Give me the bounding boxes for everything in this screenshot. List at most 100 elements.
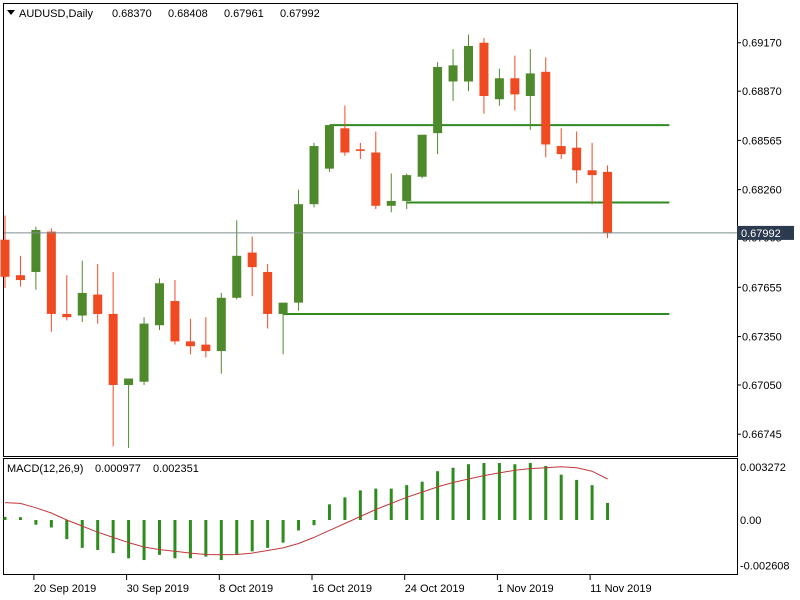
candle — [494, 68, 504, 106]
macd-bar — [590, 485, 594, 520]
candle-body-bull — [448, 65, 458, 82]
candle — [155, 278, 164, 331]
macd-bar — [204, 519, 208, 557]
candle — [294, 189, 304, 311]
candle-body-bull — [216, 297, 226, 352]
price-tick-label: 0.69170 — [742, 38, 782, 50]
candle-body-bear — [62, 313, 72, 318]
high-value: 0.68408 — [168, 8, 208, 20]
candle-body-bear — [556, 146, 566, 155]
macd-main-value: 0.000977 — [95, 463, 141, 475]
macd-bar — [80, 519, 84, 548]
candle — [278, 302, 288, 355]
candle — [15, 255, 25, 287]
macd-bar — [606, 502, 610, 520]
candle-body-bull — [494, 78, 504, 100]
current-price-marker: 0.67992 — [737, 225, 794, 240]
price-tick-label: 0.67350 — [742, 332, 782, 344]
current-price-label: 0.67992 — [741, 228, 781, 240]
candle — [124, 378, 134, 448]
macd-bar — [497, 463, 501, 520]
candle-body-bull — [525, 73, 535, 97]
candle-body-bear — [479, 42, 489, 97]
candle-body-bull — [309, 146, 319, 205]
macd-panel-frame — [3, 458, 738, 575]
macd-bar — [312, 519, 316, 526]
candle-body-bear — [263, 271, 273, 314]
price-tick-label: 0.67050 — [742, 380, 782, 392]
macd-bar — [235, 519, 239, 555]
candle — [572, 131, 582, 184]
time-tick-label: 16 Oct 2019 — [312, 583, 372, 595]
candle-body-bull — [464, 45, 473, 82]
macd-bar — [219, 519, 223, 561]
price-axis: 0.691700.688700.685650.682600.679650.676… — [737, 38, 782, 441]
candle-body-bull — [232, 255, 242, 298]
candle — [263, 263, 273, 329]
macd-bar — [575, 479, 579, 520]
price-horizontal-lines — [283, 124, 670, 315]
candle — [371, 131, 381, 210]
close-value: 0.67992 — [280, 8, 320, 20]
chart-header: AUDUSD,Daily 0.68370 0.68408 0.67961 0.6… — [7, 8, 320, 20]
macd-bar — [142, 519, 146, 561]
macd-tick-label: 0.003272 — [740, 462, 786, 474]
macd-bar — [266, 519, 270, 548]
time-tick-label: 1 Nov 2019 — [497, 583, 553, 595]
candle — [433, 62, 443, 155]
candle — [201, 317, 211, 358]
candle-body-bear — [587, 170, 597, 176]
candle — [402, 173, 412, 210]
candle-body-bull — [433, 66, 443, 134]
symbol-label: AUDUSD,Daily — [19, 8, 93, 20]
candle-body-bull — [386, 200, 396, 206]
candle — [541, 57, 551, 158]
macd-bar — [158, 519, 161, 555]
open-value: 0.68370 — [112, 8, 152, 20]
macd-bar — [111, 519, 115, 554]
macd-axis: 0.003272 0.00 -0.002608 — [740, 462, 790, 572]
candle-body-bear — [541, 71, 551, 145]
candle — [31, 226, 41, 290]
price-tick-label: 0.68565 — [742, 135, 782, 147]
candle-body-bear — [170, 301, 180, 342]
candle — [247, 236, 257, 297]
macd-bar — [49, 519, 53, 528]
macd-signal-line — [4, 466, 608, 556]
candle-body-bear — [93, 294, 103, 314]
candle-body-bull — [139, 323, 149, 382]
candle-body-bear — [0, 239, 10, 277]
price-tick-label: 0.68870 — [742, 86, 782, 98]
candle — [0, 215, 10, 289]
time-axis: 20 Sep 2019 30 Sep 2019 8 Oct 2019 16 Oct 2… — [33, 575, 652, 595]
candle — [77, 260, 87, 323]
candle — [324, 125, 334, 172]
candle — [417, 134, 427, 179]
candle — [216, 292, 226, 374]
macd-bar — [559, 474, 563, 520]
candle — [93, 263, 103, 324]
price-candles — [0, 34, 613, 448]
macd-bar — [65, 519, 69, 540]
candle — [139, 317, 149, 385]
candle — [556, 128, 566, 159]
candle-body-bear — [355, 149, 365, 151]
candle-body-bull — [124, 378, 134, 385]
macd-bar — [389, 488, 393, 520]
candle-body-bull — [155, 283, 164, 326]
candle — [587, 142, 597, 205]
macd-signal-value: 0.002351 — [153, 463, 199, 475]
candle-body-bear — [46, 231, 56, 314]
macd-bar — [467, 464, 470, 520]
macd-tick-label: 0.00 — [740, 515, 761, 527]
header-dropdown-icon[interactable] — [7, 10, 15, 15]
candle — [108, 271, 118, 447]
candle-body-bull — [278, 302, 288, 314]
macd-bar — [127, 519, 131, 559]
candle — [510, 55, 520, 111]
candle-body-bear — [371, 152, 381, 206]
macd-bar — [327, 504, 331, 520]
candle-body-bear — [510, 78, 520, 95]
candle-body-bull — [417, 134, 427, 177]
